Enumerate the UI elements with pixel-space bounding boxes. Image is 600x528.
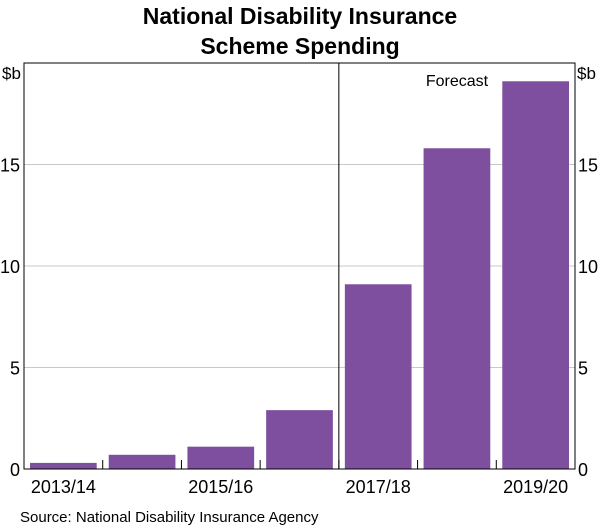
x-tick-label: 2015/16 (188, 477, 253, 497)
y-tick-label-left: 0 (10, 460, 20, 480)
bar-2015/16 (187, 446, 255, 469)
bar-2013/14 (30, 462, 97, 469)
y-tick-label-right: 15 (578, 156, 598, 176)
y-tick-label-left: 5 (10, 359, 20, 379)
y-tick-label-right: 0 (578, 460, 588, 480)
source-note: Source: National Disability Insurance Ag… (20, 509, 319, 526)
bar-2017/18 (344, 284, 412, 469)
chart-title-line-1: National Disability Insurance (143, 3, 457, 29)
chart-title-line-2: Scheme Spending (200, 33, 399, 59)
y-tick-label-left: 15 (0, 156, 20, 176)
x-tick-label: 2017/18 (346, 477, 411, 497)
bar-2019/20 (502, 81, 569, 470)
y-tick-label-right: 5 (578, 359, 588, 379)
bar-2018/19 (423, 148, 491, 469)
y-tick-label-left: 10 (0, 257, 20, 277)
forecast-label: Forecast (426, 73, 489, 90)
y-axis-unit-left: $b (2, 64, 21, 83)
y-tick-label-right: 10 (578, 257, 598, 277)
y-axis-unit-right: $b (577, 64, 596, 83)
bar-2014/15 (108, 454, 176, 469)
x-tick-label: 2013/14 (31, 477, 96, 497)
bar-2016/17 (266, 410, 333, 469)
x-tick-label: 2019/20 (503, 477, 568, 497)
plot-frame (23, 62, 576, 470)
